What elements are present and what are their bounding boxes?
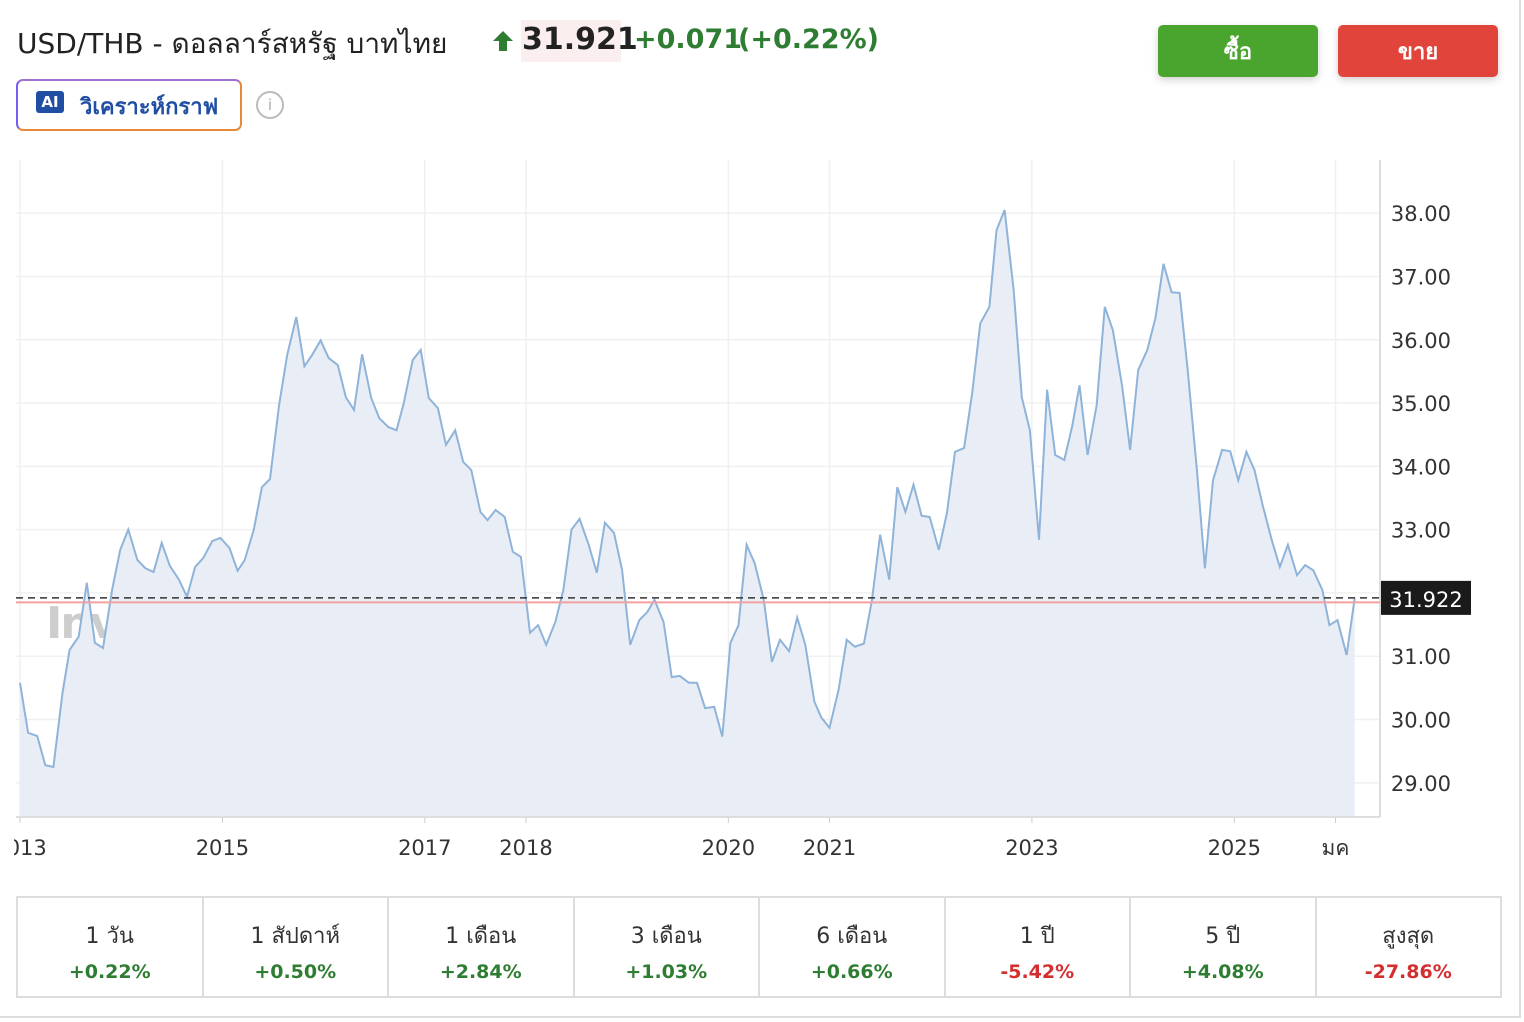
period-change: +4.08% — [1181, 961, 1264, 983]
period-label: สูงสุด — [1382, 924, 1435, 949]
performance-cell[interactable]: 1 ปี -5.42% — [946, 898, 1131, 996]
x-tick-label: 2021 — [803, 836, 856, 860]
ai-badge: AI — [36, 91, 64, 113]
period-label: 1 วัน — [85, 924, 134, 949]
x-labels: 2013 2015 2017 2018 2020 2021 2023 2025 มค — [0, 836, 1350, 860]
y-tick-label: 37.00 — [1391, 265, 1451, 289]
y-tick-label: 34.00 — [1391, 455, 1451, 479]
x-tick-label: มค — [1322, 836, 1350, 860]
period-change: +0.22% — [68, 961, 151, 983]
sell-button[interactable]: ขาย — [1338, 25, 1498, 77]
x-tick-label: 2013 — [0, 836, 47, 860]
current-price-tag — [1381, 580, 1471, 615]
performance-cell[interactable]: 5 ปี +4.08% — [1131, 898, 1317, 996]
x-tick-label: 2017 — [398, 836, 451, 860]
period-label: 1 สัปดาห์ — [250, 924, 341, 949]
performance-cell[interactable]: สูงสุด -27.86% — [1317, 898, 1501, 996]
current-price-label: 31.922 — [1389, 588, 1462, 612]
buy-button[interactable]: ซื้อ — [1158, 25, 1318, 77]
x-tick-label: 2020 — [702, 836, 755, 860]
price: 31.921 — [522, 22, 638, 57]
area — [20, 210, 1355, 817]
price-highlight — [521, 20, 621, 62]
ai-label[interactable]: วิเคราะห์กราฟ — [80, 95, 219, 120]
performance-cell[interactable]: 1 เดือน +2.84% — [389, 898, 575, 996]
period-label: 1 ปี — [1019, 924, 1055, 949]
performance-cell[interactable]: 1 สัปดาห์ +0.50% — [204, 898, 389, 996]
x-tick-label: 2018 — [499, 836, 552, 860]
y-tick-label: 30.00 — [1391, 709, 1451, 733]
x-tick-label: 2023 — [1005, 836, 1058, 860]
performance-cell[interactable]: 3 เดือน +1.03% — [575, 898, 760, 996]
period-change: +0.66% — [810, 961, 893, 983]
y-tick-label: 31.00 — [1391, 645, 1451, 669]
period-change: -5.42% — [1000, 961, 1075, 983]
x-tick-label: 2015 — [196, 836, 249, 860]
y-tick-label: 29.00 — [1391, 772, 1451, 796]
info-icon[interactable]: i — [256, 91, 284, 119]
period-change: -27.86% — [1364, 961, 1452, 983]
performance-cell[interactable]: 1 วัน +0.22% — [18, 898, 204, 996]
period-label: 6 เดือน — [816, 924, 888, 949]
x-tick-label: 2025 — [1208, 836, 1261, 860]
period-change: +0.50% — [254, 961, 337, 983]
ai-button[interactable] — [16, 79, 242, 131]
title: USD/THB - ดอลลาร์สหรัฐ บาทไทย — [17, 27, 448, 60]
period-label: 1 เดือน — [445, 924, 517, 949]
y-tick-label: 35.00 — [1391, 392, 1451, 416]
period-label: 3 เดือน — [630, 924, 702, 949]
line — [19, 209, 1356, 769]
change-percent: (+0.22%) — [738, 24, 879, 55]
up-arrow — [493, 31, 513, 51]
performance-cell[interactable]: 6 เดือน +0.66% — [760, 898, 946, 996]
period-change: +1.03% — [625, 961, 708, 983]
change: +0.071 — [634, 24, 743, 55]
performance-table: 1 วัน +0.22% 1 สัปดาห์ +0.50% 1 เดือน +2.84% 3… — [16, 896, 1502, 998]
y-tick-label: 38.00 — [1391, 202, 1451, 226]
y-tick-label: 36.00 — [1391, 329, 1451, 353]
period-change: +2.84% — [439, 961, 522, 983]
period-label: 5 ปี — [1205, 924, 1241, 949]
y-tick-label: 33.00 — [1391, 519, 1451, 543]
